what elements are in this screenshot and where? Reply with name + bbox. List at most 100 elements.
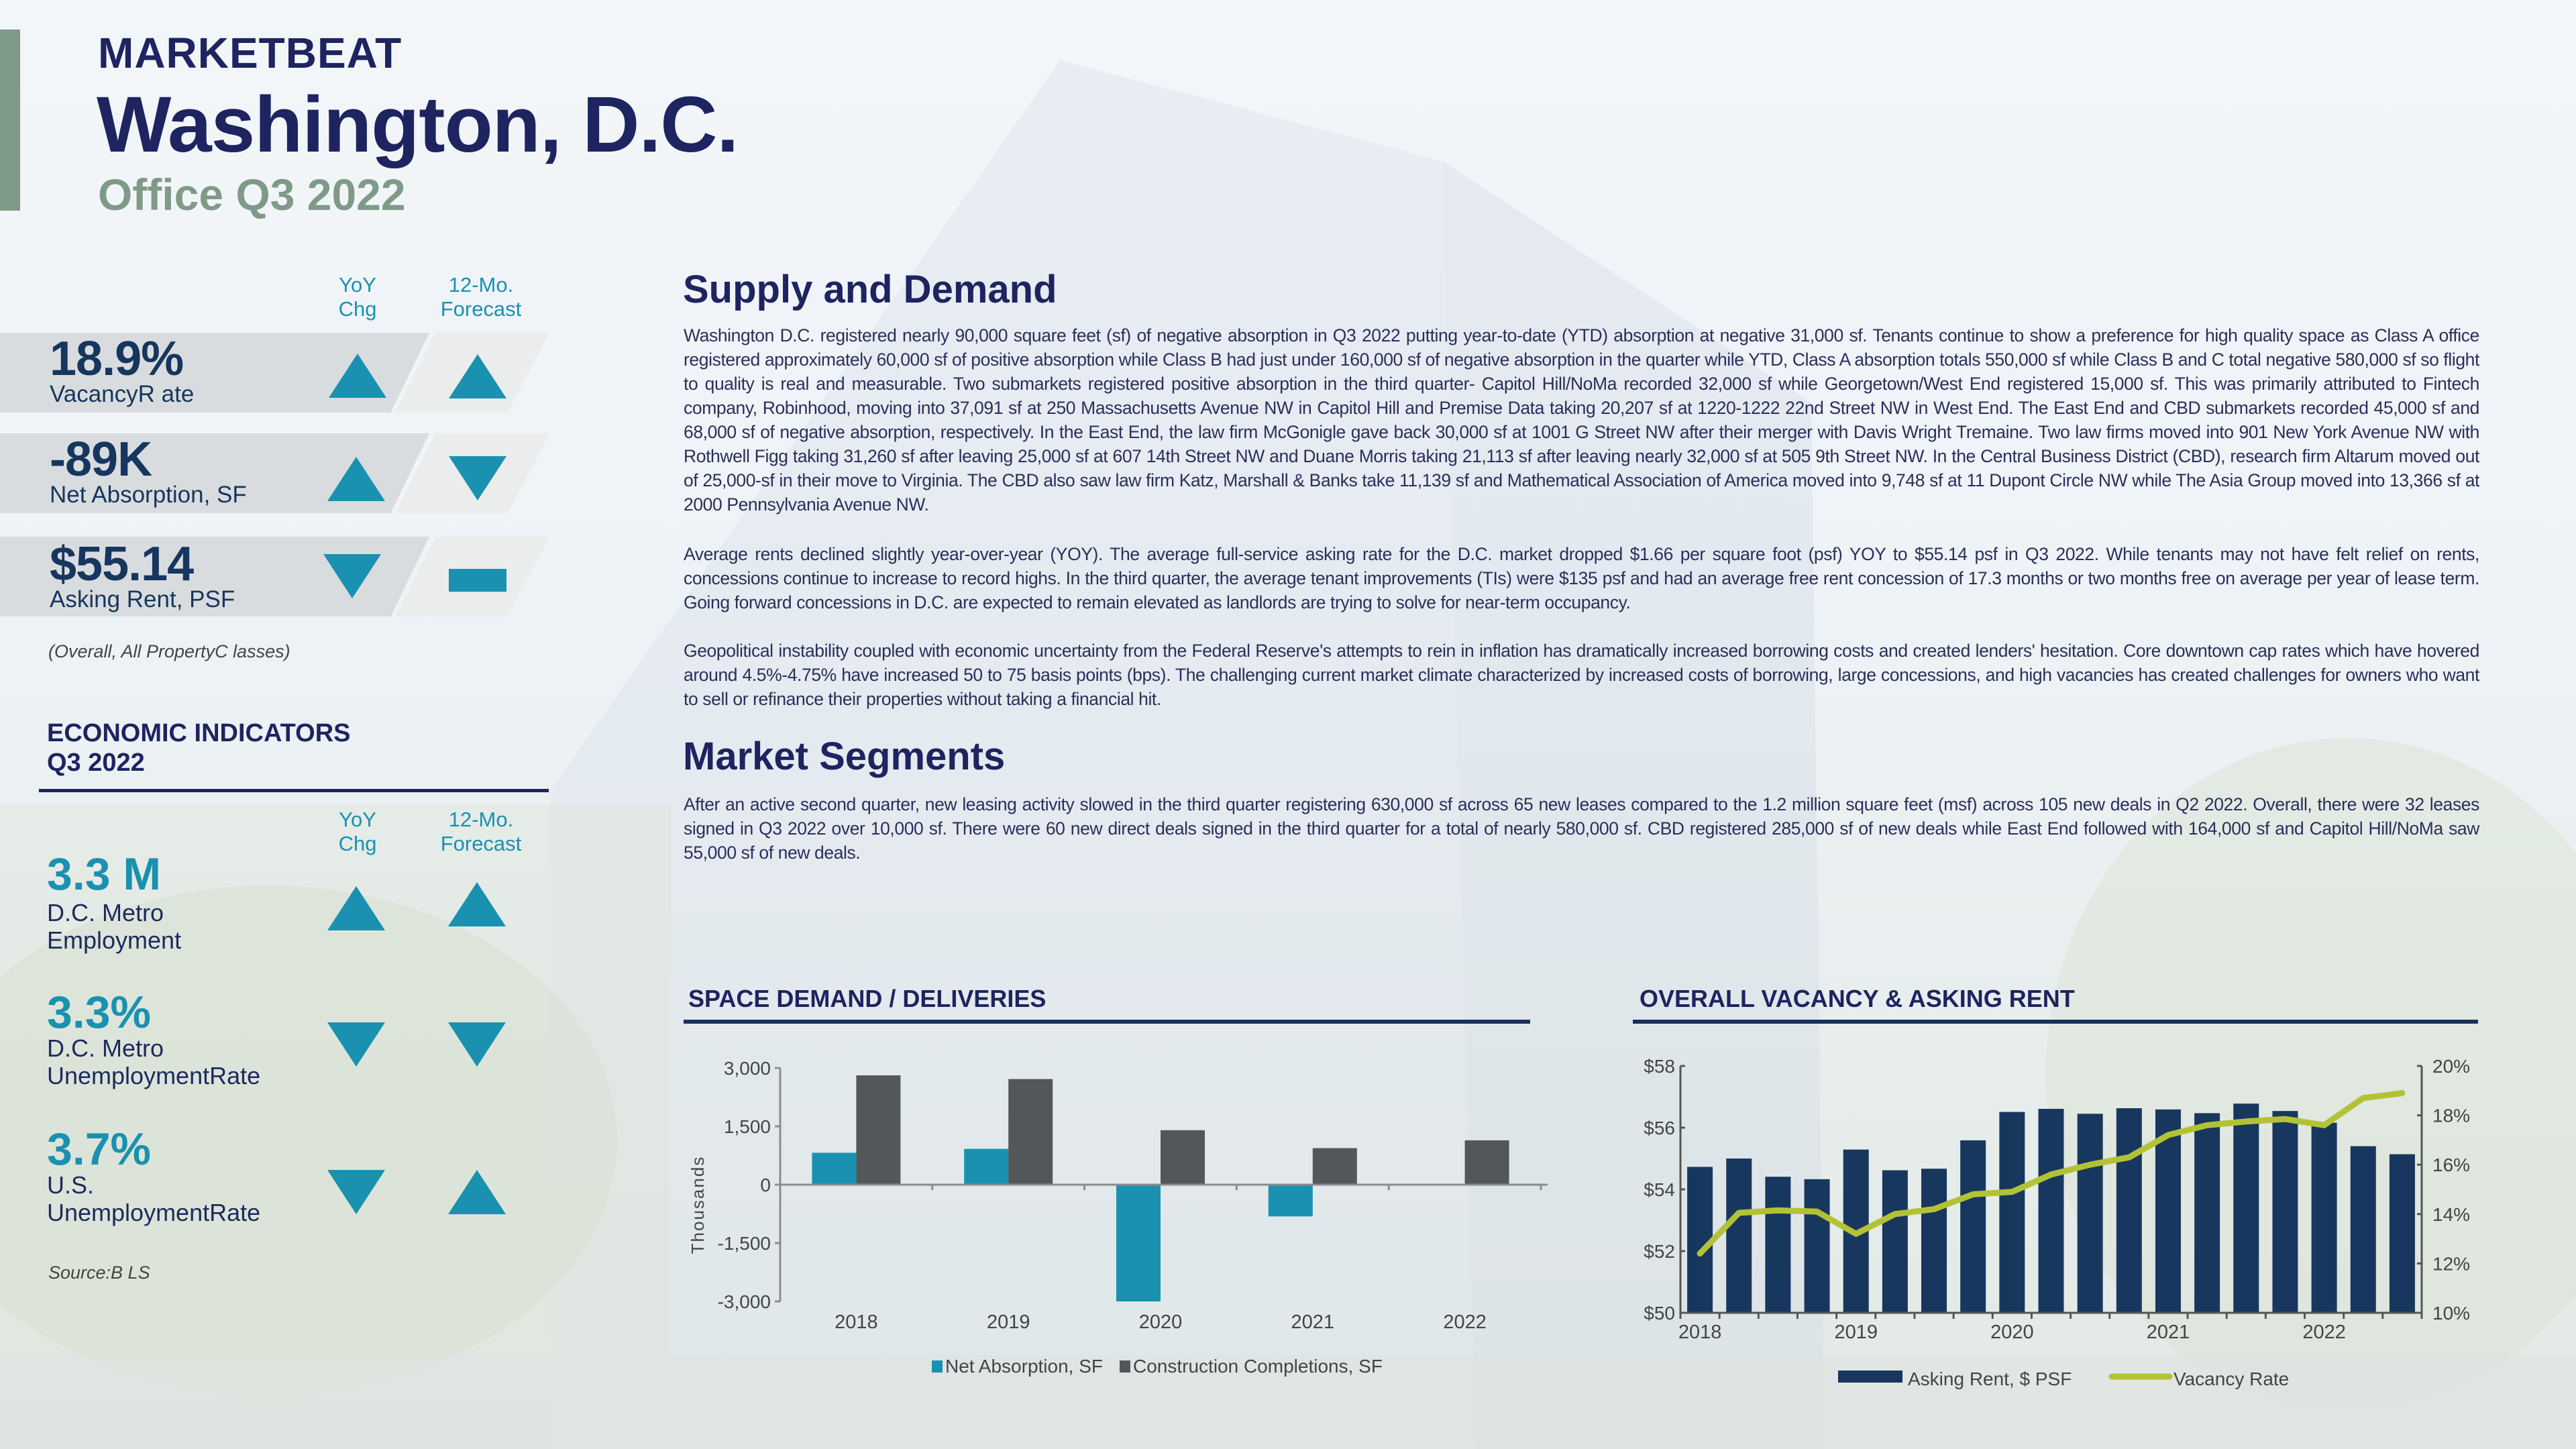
indicator-label-line1: U.S. <box>47 1171 95 1199</box>
supply-paragraph-1: Washington D.C. registered nearly 90,000… <box>684 325 2479 515</box>
y-tick-label-left: $50 <box>1644 1303 1675 1324</box>
x-tick-label: 2022 <box>2302 1322 2346 1343</box>
chart-divider <box>684 1020 1530 1024</box>
x-tick-label: 2020 <box>1990 1322 2034 1343</box>
y-tick-label-left: $58 <box>1644 1056 1675 1077</box>
y-tick-label-right: 12% <box>2432 1253 2470 1274</box>
bar-construction-completions <box>1161 1130 1205 1185</box>
indicator-label-line1: D.C. Metro <box>47 899 164 926</box>
market-segments-heading: Market Segments <box>683 735 1006 778</box>
stat-label: VacancyR ate <box>50 381 195 407</box>
supply-demand-heading: Supply and Demand <box>683 268 1057 311</box>
bar-asking-rent <box>1726 1159 1752 1313</box>
y-tick-label-right: 20% <box>2432 1056 2470 1077</box>
source-note: Source:B LS <box>48 1263 150 1283</box>
accent-bar <box>0 30 20 211</box>
bar-asking-rent <box>1999 1112 2025 1313</box>
indicator-label: U.S. UnemploymentRate <box>47 1171 302 1226</box>
yoy-arrow-down-icon <box>327 1170 385 1214</box>
bar-asking-rent <box>2116 1108 2142 1313</box>
yoy-column-header: YoY Chg <box>317 808 398 856</box>
bar-net-absorption <box>1268 1185 1313 1217</box>
y-axis-label: Thousands <box>688 1156 708 1254</box>
forecast-arrow-up-icon <box>448 1170 506 1214</box>
forecast-header-line1: 12-Mo. <box>448 273 514 297</box>
y-tick-label-right: 16% <box>2432 1155 2470 1175</box>
yoy-header-line1: YoY <box>339 808 376 831</box>
stat-value: 18.9% <box>50 332 184 386</box>
supply-paragraph-3: Geopolitical instability coupled with ec… <box>684 641 2479 709</box>
page-subtitle: Office Q3 2022 <box>98 170 406 219</box>
brand-label: MARKETBEAT <box>98 29 402 77</box>
x-tick-label: 2022 <box>1443 1311 1487 1333</box>
stats-footnote: (Overall, All PropertyC lasses) <box>48 641 290 661</box>
y-tick-label: -3,000 <box>718 1291 771 1312</box>
bar-asking-rent <box>1687 1167 1713 1313</box>
x-tick-label: 2020 <box>1139 1311 1183 1333</box>
legend-label: Net Absorption, SF <box>945 1356 1103 1377</box>
x-tick-label: 2018 <box>835 1311 878 1333</box>
chart-title-space-demand: SPACE DEMAND / DELIVERIES <box>688 985 1046 1012</box>
bar-asking-rent <box>2077 1114 2103 1313</box>
vacancy-rent-chart: $58 $56 $54 $52 $50 20% 18% 16% 14% 12% 10% 2018 201… <box>1644 1056 2470 1389</box>
supply-paragraph-2: Average rents declined slightly year-ove… <box>684 544 2479 612</box>
y-tick-label-left: $52 <box>1644 1241 1675 1262</box>
y-tick-label: 1,500 <box>724 1116 771 1137</box>
yoy-arrow-down-icon <box>323 554 381 598</box>
indicator-value: 3.3 M <box>47 849 162 900</box>
indicator-value: 3.3% <box>47 987 151 1038</box>
x-tick-label: 2018 <box>1678 1322 1722 1343</box>
chart-divider <box>1633 1020 2478 1024</box>
forecast-arrow-down-icon <box>448 1022 506 1067</box>
bar-construction-completions <box>856 1075 901 1185</box>
bar-construction-completions <box>1464 1140 1509 1185</box>
forecast-header-line2: Forecast <box>440 297 522 321</box>
bar-net-absorption <box>964 1148 1009 1185</box>
yoy-header-line2: Chg <box>338 297 377 321</box>
space-demand-chart: 3,000 1,500 0 -1,500 -3,000 Thousands 2018 2019… <box>688 1058 1548 1377</box>
economic-indicators-period: Q3 2022 <box>47 749 145 777</box>
yoy-column-header: YoY Chg <box>317 273 398 321</box>
indicator-value: 3.7% <box>47 1124 151 1175</box>
bar-asking-rent <box>2311 1122 2337 1313</box>
page-title: Washington, D.C. <box>97 80 739 169</box>
legend-swatch <box>932 1360 943 1373</box>
forecast-header-line1: 12-Mo. <box>448 808 514 831</box>
forecast-column-header: 12-Mo. Forecast <box>424 273 538 321</box>
stat-label: Asking Rent, PSF <box>50 586 235 612</box>
yoy-arrow-down-icon <box>327 1022 385 1067</box>
bar-construction-completions <box>1008 1079 1053 1185</box>
y-tick-label-right: 14% <box>2432 1204 2470 1225</box>
yoy-header-line2: Chg <box>338 832 377 855</box>
line-vacancy-rate <box>1697 1089 2406 1257</box>
legend-label: Asking Rent, $ PSF <box>1908 1368 2072 1389</box>
bar-asking-rent <box>2389 1154 2415 1313</box>
yoy-arrow-up-icon <box>329 354 386 398</box>
bar-asking-rent <box>1921 1169 1947 1313</box>
bar-asking-rent <box>2194 1113 2220 1313</box>
bar-asking-rent <box>2038 1108 2064 1313</box>
indicator-label: D.C. Metro UnemploymentRate <box>47 1034 302 1089</box>
indicator-label: D.C. Metro Employment <box>47 899 302 954</box>
x-tick-label: 2021 <box>2147 1322 2190 1343</box>
stat-value: $55.14 <box>50 537 194 591</box>
bar-asking-rent <box>2233 1104 2259 1313</box>
stat-value: -89K <box>50 433 152 486</box>
x-tick-label: 2019 <box>1834 1322 1878 1343</box>
indicator-label-line2: Employment <box>47 926 182 954</box>
y-tick-label: -1,500 <box>718 1233 771 1254</box>
legend-label: Construction Completions, SF <box>1133 1356 1383 1377</box>
forecast-arrow-up-icon <box>448 882 506 926</box>
bar-asking-rent <box>1960 1140 1986 1313</box>
bar-net-absorption <box>812 1152 857 1185</box>
forecast-header-line2: Forecast <box>440 832 522 855</box>
y-tick-label-left: $56 <box>1644 1118 1675 1138</box>
y-tick-label-right: 10% <box>2432 1303 2470 1324</box>
y-tick-label-right: 18% <box>2432 1106 2470 1126</box>
y-tick-label: 3,000 <box>724 1058 771 1079</box>
segments-paragraph: After an active second quarter, new leas… <box>684 794 2479 863</box>
forecast-column-header: 12-Mo. Forecast <box>424 808 538 856</box>
bar-net-absorption <box>1116 1185 1161 1301</box>
x-tick-label: 2021 <box>1291 1311 1335 1333</box>
legend-swatch <box>1120 1360 1130 1373</box>
